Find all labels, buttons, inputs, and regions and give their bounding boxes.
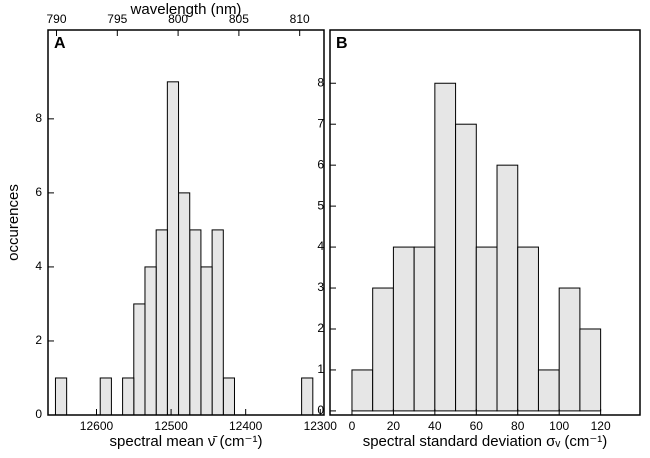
y-tick-label: 1 xyxy=(317,362,324,376)
x2-tick-label: 790 xyxy=(46,12,66,26)
x-tick-label: 12300 xyxy=(304,419,338,433)
y-tick-label: 4 xyxy=(35,259,42,273)
y-tick-label: 0 xyxy=(35,407,42,421)
bar xyxy=(166,81,180,416)
x2-axis-label: wavelength (nm) xyxy=(130,1,242,18)
y-axis-label: occurences xyxy=(5,184,22,261)
x2-tick-label: 795 xyxy=(107,12,127,26)
bar xyxy=(558,287,581,412)
y-tick-label: 2 xyxy=(317,321,324,335)
x-tick-label: 60 xyxy=(470,419,484,433)
panel-label: B xyxy=(336,35,348,52)
x-axis-label: spectral mean ν̄ (cm⁻¹) xyxy=(110,433,263,450)
bar xyxy=(99,377,112,416)
x2-tick-label: 800 xyxy=(168,12,188,26)
plot-frame xyxy=(47,29,325,416)
bar xyxy=(54,377,68,416)
bar xyxy=(579,328,602,412)
x-tick-label: 12600 xyxy=(80,419,114,433)
x-tick-label: 0 xyxy=(349,419,356,433)
bar xyxy=(351,369,374,412)
bar xyxy=(133,303,146,416)
x-tick-label: 80 xyxy=(511,419,525,433)
plot-frame xyxy=(329,29,641,416)
bar xyxy=(301,377,314,416)
bar xyxy=(434,82,457,412)
bar xyxy=(372,287,394,412)
y-tick-label: 6 xyxy=(317,157,324,171)
y-tick-label: 5 xyxy=(317,198,324,212)
bar xyxy=(122,377,135,416)
x-tick-label: 20 xyxy=(387,419,401,433)
bar xyxy=(413,246,436,412)
y-tick-label: 7 xyxy=(317,116,324,130)
x-tick-label: 100 xyxy=(549,419,569,433)
bar xyxy=(475,246,498,412)
y-tick-label: 8 xyxy=(35,111,42,125)
bar xyxy=(222,377,235,416)
x-tick-label: 120 xyxy=(591,419,611,433)
bar xyxy=(200,266,213,416)
x-tick-label: 12400 xyxy=(229,419,263,433)
panel-label: A xyxy=(54,35,66,52)
bar xyxy=(211,229,224,416)
bar xyxy=(392,246,415,412)
y-tick-label: 8 xyxy=(317,75,324,89)
x-tick-label: 12500 xyxy=(154,419,188,433)
x2-tick-label: 810 xyxy=(290,12,310,26)
bar xyxy=(537,369,560,412)
x2-tick-label: 805 xyxy=(229,12,249,26)
y-tick-label: 6 xyxy=(35,185,42,199)
y-tick-label: 3 xyxy=(317,280,324,294)
y-tick-label: 0 xyxy=(317,403,324,417)
x-tick-label: 40 xyxy=(428,419,442,433)
bar xyxy=(496,164,519,412)
bar xyxy=(189,229,202,416)
bar xyxy=(178,192,191,416)
bar xyxy=(455,123,477,412)
bar xyxy=(144,266,157,416)
y-tick-label: 4 xyxy=(317,239,324,253)
y-tick-label: 2 xyxy=(35,333,42,347)
x-axis-label: spectral standard deviation σᵥ (cm⁻¹) xyxy=(363,433,608,450)
bar xyxy=(155,229,168,416)
bar xyxy=(517,246,539,412)
